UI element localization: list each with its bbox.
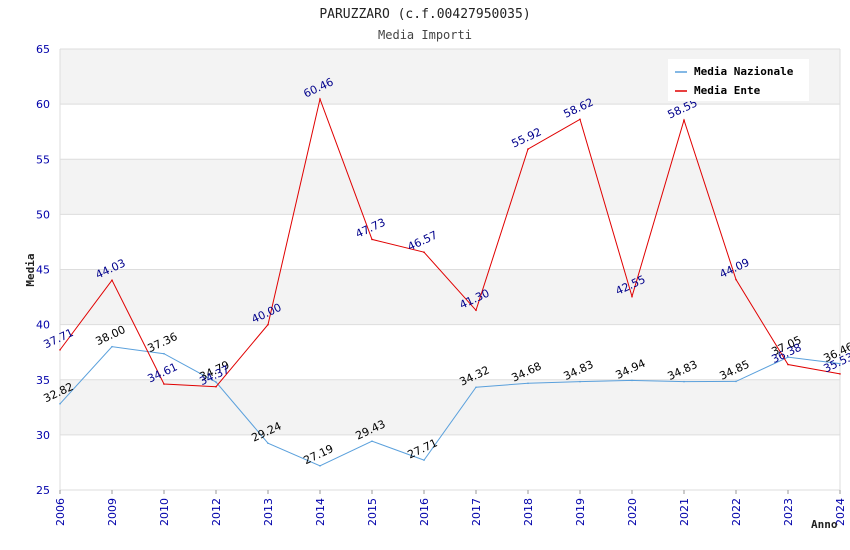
x-tick-label: 2017 — [470, 498, 483, 526]
x-tick-label: 2020 — [626, 498, 639, 526]
x-tick-label: 2013 — [262, 498, 275, 526]
y-axis-label: Media — [24, 253, 37, 286]
x-tick-label: 2006 — [54, 498, 67, 526]
data-point — [215, 381, 217, 383]
data-point — [527, 148, 529, 150]
x-tick-label: 2019 — [574, 498, 587, 526]
data-point — [267, 442, 269, 445]
data-point — [371, 238, 373, 241]
legend-label-nazionale: Media Nazionale — [694, 65, 794, 78]
x-tick-label: 2009 — [106, 498, 119, 526]
data-point — [527, 382, 529, 385]
series-line-nazionale — [59, 346, 841, 467]
y-tick-label: 60 — [36, 98, 50, 111]
data-point — [579, 118, 581, 121]
y-tick-label: 65 — [36, 43, 50, 56]
data-point — [111, 345, 113, 348]
data-point — [319, 465, 321, 467]
data-point — [163, 352, 165, 355]
y-tick-label: 25 — [36, 484, 50, 497]
x-tick-label: 2024 — [834, 498, 847, 526]
data-point — [735, 380, 737, 383]
grid-band — [60, 269, 840, 325]
chart-subtitle: Media Importi — [378, 28, 472, 42]
data-point — [579, 380, 581, 383]
grid-band — [60, 324, 840, 380]
data-point — [839, 362, 841, 365]
grid-band — [60, 379, 840, 435]
series-line-ente — [59, 97, 841, 388]
data-point — [475, 309, 477, 312]
data-point — [59, 402, 61, 405]
data-point — [267, 323, 269, 326]
data-point — [631, 295, 633, 298]
x-tick-label: 2022 — [730, 498, 743, 526]
grid-band — [60, 214, 840, 270]
data-point — [787, 356, 789, 358]
chart-title: PARUZZARO (c.f.00427950035) — [319, 7, 530, 22]
data-point — [735, 278, 737, 281]
grid-band — [60, 104, 840, 160]
x-tick-label: 2023 — [782, 498, 795, 526]
y-tick-label: 45 — [36, 264, 50, 277]
grid-band — [60, 434, 840, 490]
x-tick-label: 2018 — [522, 498, 535, 526]
data-point — [319, 98, 321, 100]
x-tick-label: 2014 — [314, 498, 327, 526]
x-tick-label: 2021 — [678, 498, 691, 526]
series-group — [59, 97, 841, 467]
data-point — [631, 379, 633, 382]
x-tick-label: 2012 — [210, 498, 223, 526]
data-point — [839, 373, 841, 375]
x-axis-ticks: 2006 2009 2010 2012 2013 2014 2015 2016 2017 2018… — [54, 490, 847, 526]
legend-background — [668, 59, 809, 101]
y-axis-ticks: 25 30 35 40 45 50 55 60 65 — [36, 43, 50, 497]
grid-band — [60, 159, 840, 215]
y-tick-label: 55 — [36, 153, 50, 166]
y-tick-label: 40 — [36, 319, 50, 332]
x-tick-label: 2016 — [418, 498, 431, 526]
gridlines — [59, 48, 841, 491]
y-tick-label: 30 — [36, 429, 50, 442]
x-axis-label: Anno — [811, 518, 838, 531]
y-tick-label: 50 — [36, 208, 50, 221]
data-point — [163, 383, 165, 385]
y-tick-label: 35 — [36, 374, 50, 387]
data-point — [787, 363, 789, 366]
data-point — [111, 279, 113, 281]
data-point — [371, 440, 373, 442]
legend: Media Nazionale Media Ente — [668, 59, 809, 101]
data-point — [423, 251, 425, 253]
data-point — [215, 385, 217, 388]
data-point — [475, 386, 477, 389]
x-tick-label: 2010 — [158, 498, 171, 526]
data-point — [423, 459, 425, 461]
data-point — [683, 119, 685, 121]
data-point — [683, 380, 685, 383]
legend-label-ente: Media Ente — [694, 84, 761, 97]
x-tick-label: 2015 — [366, 498, 379, 526]
grid-bands — [60, 49, 840, 490]
data-point — [59, 349, 61, 351]
